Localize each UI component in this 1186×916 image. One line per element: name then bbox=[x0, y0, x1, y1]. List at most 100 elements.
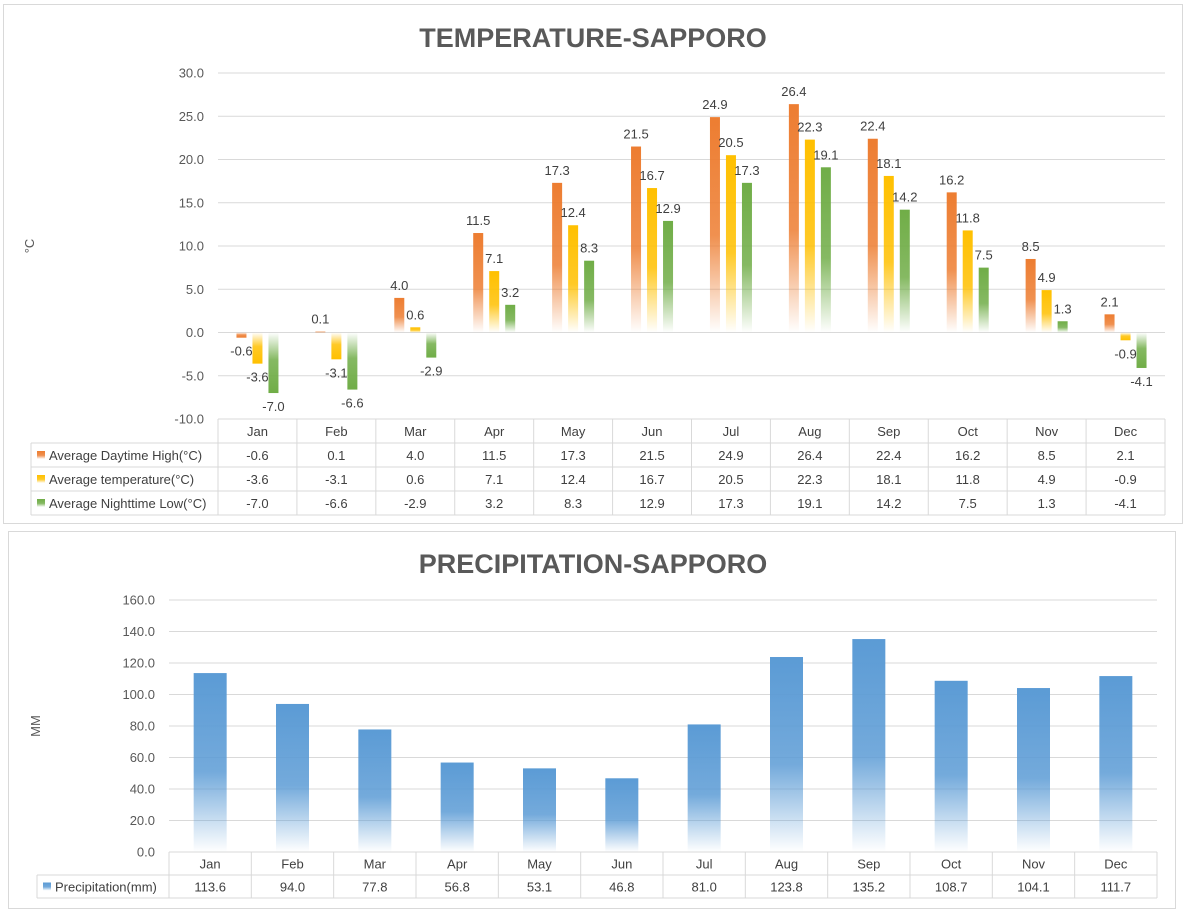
y-tick-label: 30.0 bbox=[179, 66, 204, 81]
legend-swatch bbox=[37, 499, 45, 507]
data-label: -2.9 bbox=[420, 364, 442, 379]
bar-average-temperature-c-nov bbox=[1041, 290, 1052, 333]
data-label: -3.1 bbox=[325, 365, 347, 380]
table-cell: 8.5 bbox=[1038, 448, 1056, 463]
table-cell: 113.6 bbox=[194, 880, 226, 895]
category-label: Feb bbox=[325, 424, 347, 439]
bar-average-temperature-c-aug bbox=[804, 139, 815, 333]
data-label: 4.9 bbox=[1038, 270, 1056, 285]
table-cell: 53.1 bbox=[527, 880, 552, 895]
table-cell: 0.6 bbox=[406, 472, 424, 487]
y-tick-label: 0.0 bbox=[137, 845, 155, 860]
bar-average-temperature-c-jul bbox=[725, 155, 736, 333]
bar-average-daytime-high-c-may bbox=[552, 182, 563, 333]
bar-average-temperature-c-feb bbox=[331, 332, 342, 360]
category-label: May bbox=[527, 857, 552, 872]
bar-precipitation-mm-mar bbox=[358, 729, 392, 852]
table-cell: 46.8 bbox=[609, 880, 634, 895]
table-cell: 111.7 bbox=[1101, 880, 1132, 895]
y-tick-label: 140.0 bbox=[122, 624, 155, 639]
table-cell: -3.6 bbox=[246, 472, 268, 487]
table-cell: 22.4 bbox=[876, 448, 901, 463]
data-label: 18.1 bbox=[876, 156, 901, 171]
bar-average-temperature-c-apr bbox=[489, 271, 500, 333]
category-label: Dec bbox=[1104, 857, 1128, 872]
bar-average-nighttime-low-c-oct bbox=[978, 267, 989, 333]
y-tick-label: 100.0 bbox=[122, 687, 155, 702]
table-cell: 123.8 bbox=[770, 880, 803, 895]
data-label: 8.3 bbox=[580, 241, 598, 256]
table-cell: 19.1 bbox=[797, 496, 822, 511]
bar-average-daytime-high-c-dec bbox=[1104, 314, 1115, 333]
y-tick-label: 20.0 bbox=[179, 152, 204, 167]
bar-average-daytime-high-c-oct bbox=[946, 192, 957, 333]
temperature-chart: TEMPERATURE-SAPPORO °C 30.0 25.0 20.0 15.0 10.… bbox=[22, 23, 1166, 516]
bar-average-nighttime-low-c-jun bbox=[663, 220, 674, 333]
y-tick-label: -5.0 bbox=[182, 368, 204, 383]
data-label: 16.2 bbox=[939, 172, 964, 187]
data-label: 26.4 bbox=[781, 84, 806, 99]
data-label: -4.1 bbox=[1130, 374, 1152, 389]
y-tick-label: 20.0 bbox=[130, 813, 155, 828]
table-cell: 16.2 bbox=[955, 448, 980, 463]
bar-average-nighttime-low-c-may bbox=[584, 260, 595, 333]
data-label: 11.8 bbox=[956, 210, 980, 225]
table-cell: 17.3 bbox=[718, 496, 743, 511]
bar-average-daytime-high-c-jul bbox=[709, 117, 720, 333]
bar-average-daytime-high-c-aug bbox=[788, 104, 799, 333]
y-tick-label: 15.0 bbox=[179, 195, 204, 210]
bar-average-temperature-c-jan bbox=[252, 332, 263, 364]
bar-average-nighttime-low-c-jan bbox=[268, 332, 279, 394]
bar-average-nighttime-low-c-feb bbox=[347, 332, 358, 390]
bar-average-temperature-c-dec bbox=[1120, 332, 1131, 341]
bar-average-daytime-high-c-jun bbox=[631, 146, 642, 333]
data-label: 3.2 bbox=[501, 285, 519, 300]
data-label: 0.6 bbox=[406, 307, 424, 322]
bar-precipitation-mm-oct bbox=[934, 680, 968, 852]
bar-precipitation-mm-jan bbox=[193, 673, 227, 852]
bar-precipitation-mm-may bbox=[523, 768, 556, 852]
category-label: Jul bbox=[696, 857, 713, 872]
table-cell: 24.9 bbox=[718, 448, 743, 463]
table-cell: 26.4 bbox=[797, 448, 822, 463]
table-cell: 8.3 bbox=[564, 496, 582, 511]
data-label: 2.1 bbox=[1101, 294, 1119, 309]
bar-average-nighttime-low-c-dec bbox=[1136, 332, 1147, 368]
data-label: 19.1 bbox=[813, 147, 838, 162]
table-cell: 16.7 bbox=[639, 472, 664, 487]
bar-precipitation-mm-apr bbox=[440, 762, 474, 852]
table-cell: 12.4 bbox=[560, 472, 585, 487]
legend-label: Average Daytime High(°C) bbox=[49, 448, 202, 463]
category-label: Apr bbox=[484, 424, 505, 439]
table-cell: -7.0 bbox=[246, 496, 268, 511]
table-cell: 22.3 bbox=[797, 472, 822, 487]
bar-average-daytime-high-c-mar bbox=[394, 297, 405, 333]
y-tick-label: 40.0 bbox=[130, 782, 155, 797]
bar-precipitation-mm-feb bbox=[276, 703, 309, 852]
bar-precipitation-mm-jun bbox=[605, 778, 639, 852]
category-label: Nov bbox=[1022, 857, 1046, 872]
category-label: Mar bbox=[364, 857, 387, 872]
table-cell: 81.0 bbox=[692, 880, 717, 895]
bar-average-temperature-c-may bbox=[568, 225, 579, 333]
bar-average-nighttime-low-c-aug bbox=[820, 167, 831, 333]
y-tick-label: 160.0 bbox=[122, 593, 155, 608]
data-label: 17.3 bbox=[544, 163, 569, 178]
table-cell: 104.1 bbox=[1017, 880, 1050, 895]
table-cell: 20.5 bbox=[718, 472, 743, 487]
table-cell: -6.6 bbox=[325, 496, 347, 511]
y-axis-label: MM bbox=[28, 715, 43, 737]
data-label: 12.9 bbox=[655, 201, 680, 216]
bar-average-temperature-c-sep bbox=[883, 175, 894, 333]
data-label: 4.0 bbox=[390, 278, 408, 293]
legend-swatch bbox=[43, 882, 51, 891]
table-cell: 1.3 bbox=[1038, 496, 1056, 511]
table-cell: -4.1 bbox=[1114, 496, 1136, 511]
chart-title: TEMPERATURE-SAPPORO bbox=[419, 23, 767, 53]
category-label: May bbox=[561, 424, 586, 439]
precipitation-chart-panel: PRECIPITATION-SAPPORO MM 160.0 140.0 120.0 10… bbox=[8, 531, 1176, 909]
y-tick-label: -10.0 bbox=[174, 412, 204, 427]
table-cell: 21.5 bbox=[639, 448, 664, 463]
table-cell: 17.3 bbox=[560, 448, 585, 463]
category-label: Aug bbox=[798, 424, 821, 439]
